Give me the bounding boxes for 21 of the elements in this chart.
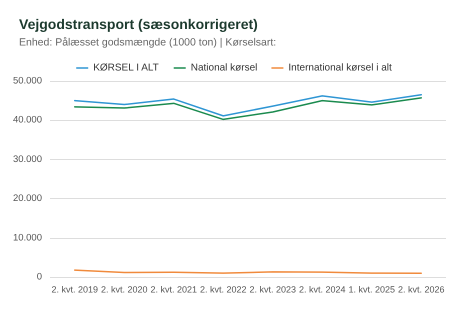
x-tick-label: 2. kvt. 2023 [249,284,296,294]
legend-label: National kørsel [190,62,258,74]
x-tick-label: 2. kvt. 2020 [100,284,148,294]
chart-subtitle: Enhed: Pålæsset godsmængde (1000 ton) | Kørselsart: [19,36,276,48]
y-tick-label: 50.000 [12,76,42,86]
x-tick-label: 2. kvt. 2024 [298,284,346,294]
x-tick-label: 1. kvt. 2025 [348,284,396,294]
y-tick-label: 30.000 [12,154,42,165]
x-tick-label: 2. kvt. 2021 [150,284,198,294]
y-tick-label: 0 [36,272,42,282]
x-tick-label: 2. kvt. 2019 [51,284,98,294]
line-series [74,94,422,117]
line-series [74,97,422,120]
y-tick-label: 10.000 [12,232,42,244]
legend-label: KØRSEL I ALT [93,62,159,74]
x-tick-label: 2. kvt. 2022 [200,284,247,294]
y-tick-label: 40.000 [12,114,42,126]
legend-label: International kørsel i alt [288,62,392,74]
chart-title: Vejgodstransport (sæsonkorrigeret) [19,16,258,32]
x-tick-label: 2. kvt. 2026 [398,284,445,294]
y-tick-label: 20.000 [12,193,42,204]
